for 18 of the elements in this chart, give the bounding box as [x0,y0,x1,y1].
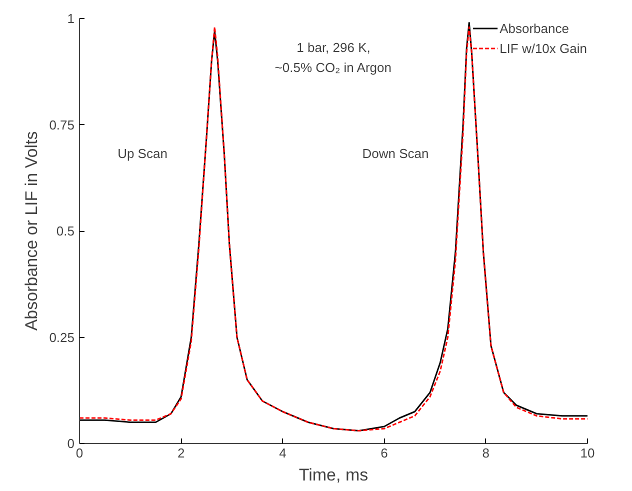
legend-label: Absorbance [500,20,569,36]
y-tick-label: 0.75 [49,117,75,132]
x-tick-label: 6 [380,446,388,460]
legend-label: LIF w/10x Gain [500,40,587,56]
annotation: Down Scan [362,146,429,161]
x-tick-label: 8 [482,446,490,460]
x-tick-label: 4 [279,446,286,460]
x-tick-label: 2 [177,446,185,460]
y-tick-label: 0.25 [49,330,75,345]
annotation: ~0.5% CO₂ in Argon [274,60,392,75]
y-tick-label: 0 [67,436,75,451]
x-axis-title: Time, ms [298,466,368,484]
y-tick-label: 1 [67,11,75,26]
x-tick-label: 10 [580,446,595,460]
y-axis-title: Absorbance or LIF in Volts [22,131,42,331]
annotation: 1 bar, 296 K, [296,40,370,55]
y-tick-label: 0.5 [56,224,75,238]
annotation: Up Scan [118,146,168,161]
